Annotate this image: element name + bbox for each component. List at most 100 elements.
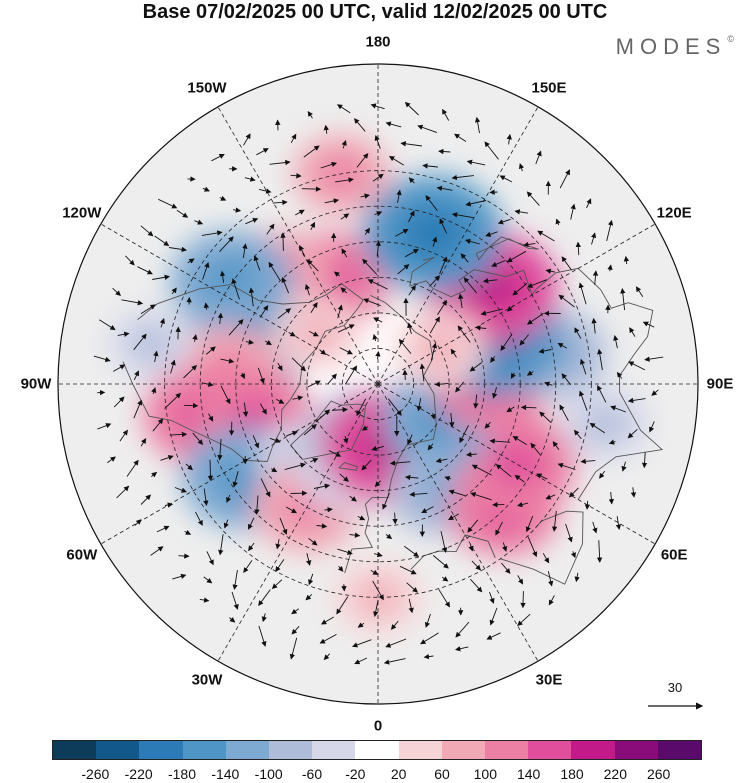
wind-arrow <box>277 362 283 372</box>
wind-arrow <box>599 470 606 479</box>
wind-arrow <box>315 409 331 423</box>
wind-arrow <box>360 193 370 199</box>
coastline <box>344 294 437 574</box>
wind-arrow <box>332 406 348 413</box>
wind-arrow <box>506 133 512 145</box>
wind-arrow <box>192 432 204 445</box>
wind-arrow <box>308 330 319 337</box>
wind-arrow <box>423 653 434 660</box>
wind-arrow <box>340 287 348 294</box>
wind-arrow <box>502 542 508 552</box>
brand-name: MODES <box>615 34 727 59</box>
wind-arrow <box>615 516 622 530</box>
wind-arrow <box>140 225 154 237</box>
wind-arrow <box>286 430 298 437</box>
wind-arrow <box>292 395 304 401</box>
wind-arrow <box>448 489 466 497</box>
wind-arrow <box>133 399 143 419</box>
wind-arrow <box>229 617 236 623</box>
wind-arrow <box>275 559 285 573</box>
colorbar-tick-label: 140 <box>516 766 541 782</box>
wind-arrow <box>455 646 469 652</box>
wind-arrow <box>514 209 529 215</box>
wind-arrow <box>466 451 477 458</box>
wind-arrow <box>408 284 416 296</box>
wind-arrow <box>264 339 272 346</box>
coastline <box>290 299 364 400</box>
wind-arrow <box>408 598 414 614</box>
wind-arrow <box>151 471 158 478</box>
coastline <box>500 510 584 585</box>
wind-arrow <box>260 478 271 498</box>
wind-arrow <box>419 363 426 382</box>
wind-arrow <box>485 231 498 237</box>
colorbar-swatch <box>312 741 356 759</box>
wind-arrow <box>520 591 526 609</box>
wind-arrow <box>649 421 655 433</box>
wind-arrow <box>584 500 591 510</box>
wind-arrow <box>373 551 383 558</box>
wind-arrow <box>430 342 438 361</box>
wind-arrow <box>354 657 368 665</box>
wind-arrow <box>383 658 406 665</box>
wind-arrow <box>444 475 452 482</box>
wind-arrow <box>372 580 384 601</box>
longitude-label: 150W <box>187 79 227 97</box>
map-title: Base 07/02/2025 00 UTC, valid 12/02/2025… <box>142 1 608 23</box>
wind-arrow <box>171 287 177 295</box>
wind-arrow <box>339 473 349 482</box>
wind-arrow <box>448 513 460 521</box>
wind-arrow <box>303 145 320 158</box>
wind-arrow <box>373 599 379 617</box>
wind-arrow <box>469 362 483 372</box>
wind-arrow <box>526 191 540 206</box>
wind-arrow <box>319 634 337 644</box>
wind-arrow <box>535 150 542 165</box>
wind-arrow <box>525 515 534 533</box>
anomaly-core <box>400 207 465 260</box>
colorbar-swatch <box>96 741 140 759</box>
wind-arrow <box>153 350 159 363</box>
wind-arrow <box>492 387 498 399</box>
wind-arrow <box>276 398 285 404</box>
wind-arrow <box>449 412 455 428</box>
wind-arrow <box>228 319 244 336</box>
wind-arrow <box>203 302 210 310</box>
wind-arrow <box>310 221 316 231</box>
wind-arrow <box>343 435 349 444</box>
wind-arrow <box>429 275 441 287</box>
wind-arrow <box>451 212 474 219</box>
wind-arrow <box>557 462 576 470</box>
wind-arrow <box>183 364 198 379</box>
wind-arrow <box>253 255 261 271</box>
wind-arrow <box>389 460 411 466</box>
wind-arrow <box>606 219 614 242</box>
meridian <box>100 223 379 385</box>
wind-arrow <box>356 152 369 168</box>
wind-arrow <box>341 248 348 258</box>
longitude-label: 150E <box>531 79 567 97</box>
wind-arrow <box>280 232 286 251</box>
wind-arrow <box>140 304 156 314</box>
wind-arrow <box>152 274 170 280</box>
wind-arrow <box>248 287 255 307</box>
wind-arrow <box>568 487 579 498</box>
wind-arrow <box>242 402 249 418</box>
meridian <box>377 383 539 662</box>
colorbar-tick-label: 260 <box>646 766 671 782</box>
wind-arrow <box>385 121 402 128</box>
wind-arrow <box>133 333 147 351</box>
longitude-label: 60W <box>66 546 98 564</box>
wind-arrow <box>471 560 482 571</box>
wind-arrow <box>310 457 319 463</box>
wind-arrow <box>370 569 379 575</box>
wind-arrow <box>172 573 187 580</box>
wind-arrow <box>337 565 344 572</box>
wind-arrow <box>592 270 599 285</box>
colorbar-tick-label: 20 <box>390 766 407 782</box>
wind-arrow <box>152 418 164 432</box>
wind-arrow <box>402 369 408 381</box>
wind-arrow <box>202 186 210 192</box>
